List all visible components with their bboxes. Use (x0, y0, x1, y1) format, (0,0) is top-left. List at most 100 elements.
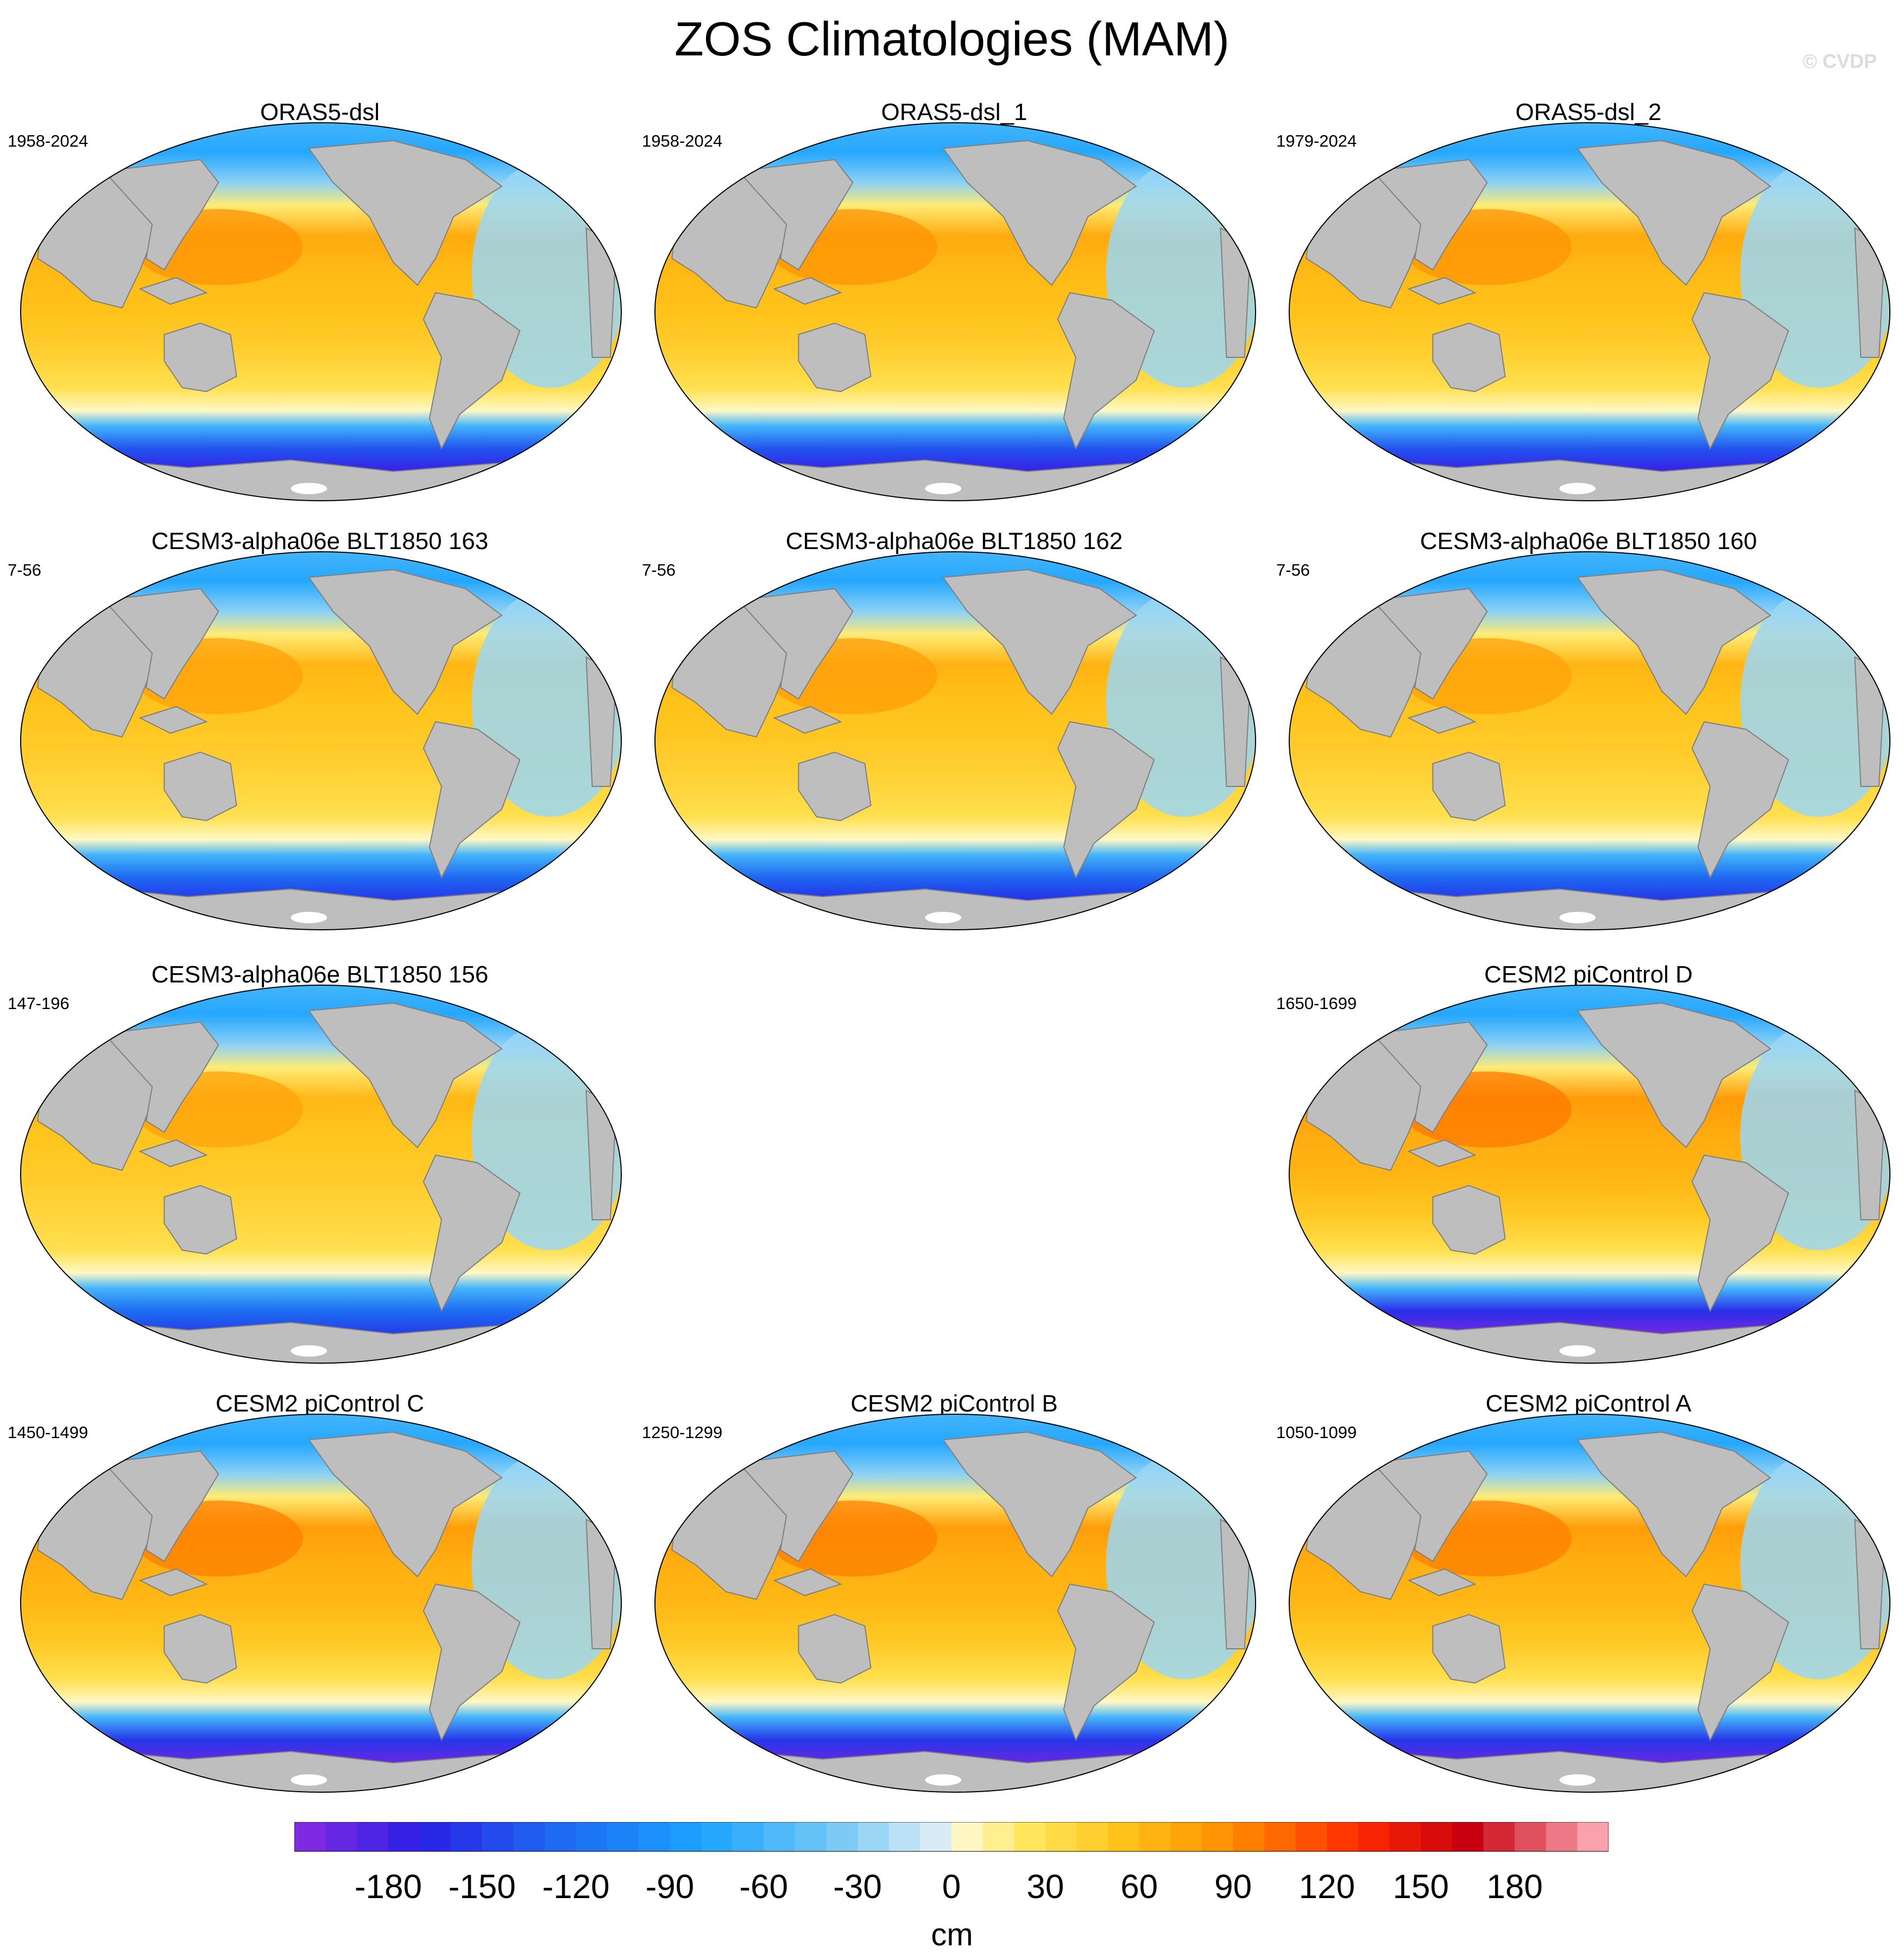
land-mass (103, 1450, 219, 1562)
ice-shelf (1559, 1774, 1596, 1786)
colorbar-cell (1327, 1822, 1359, 1851)
robinson-map (20, 551, 622, 930)
land-mass (138, 705, 208, 734)
ice-shelf (291, 1345, 327, 1357)
land-mass (307, 1002, 503, 1149)
land-mass (163, 751, 237, 822)
land-mass (773, 705, 842, 734)
colorbar-frame (294, 1822, 1609, 1852)
land-mass (1407, 705, 1477, 734)
panel-years-label: 1958-2024 (8, 131, 89, 150)
ice-shelf (925, 912, 962, 923)
figure-title: ZOS Climatologies (MAM) (674, 12, 1230, 66)
colorbar-cell (982, 1822, 1014, 1851)
colorbar-tick-label: -60 (739, 1868, 788, 1906)
map-border (20, 985, 622, 1364)
robinson-map (20, 985, 622, 1364)
panel-title: CESM2 piControl D (1484, 961, 1693, 988)
map-border (1289, 985, 1890, 1364)
map-border (654, 551, 1256, 930)
colorbar-cell (294, 1822, 326, 1851)
colorbar-cell (1577, 1822, 1609, 1851)
panel-years-label: 1050-1099 (1276, 1423, 1357, 1442)
panel-title: CESM2 piControl A (1485, 1390, 1692, 1417)
land-mass (1371, 588, 1488, 700)
panel-years-label: 1979-2024 (1276, 131, 1357, 150)
map-panel: CESM3-alpha06e BLT1850 163 7-56 (8, 528, 632, 951)
ice-shelf (1559, 1345, 1596, 1357)
land-mass (1691, 1154, 1789, 1313)
land-mass (423, 1154, 521, 1313)
land-mass (1432, 1184, 1506, 1255)
map-panel: CESM3-alpha06e BLT1850 156 147-196 (8, 961, 632, 1385)
colorbar-tick-label: -90 (646, 1868, 695, 1906)
land-mass (737, 159, 854, 271)
land-mass (1576, 569, 1771, 715)
land-mass (138, 276, 208, 305)
colorbar-cell (1045, 1822, 1077, 1851)
panel-title: ORAS5-dsl_1 (881, 99, 1027, 125)
land-mass (1691, 292, 1789, 450)
map-border (20, 1414, 622, 1793)
ice-shelf (291, 912, 327, 923)
colorbar-cell (388, 1822, 420, 1851)
colorbar-cell (1483, 1822, 1515, 1851)
map-border (1289, 1414, 1890, 1793)
colorbar-cell (1076, 1822, 1108, 1851)
colorbar-cell (482, 1822, 514, 1851)
map-border (654, 122, 1256, 501)
land-mass (942, 140, 1137, 286)
land-mass (1407, 276, 1477, 305)
panel-title: CESM3-alpha06e BLT1850 160 (1420, 528, 1757, 554)
panel-years-label: 7-56 (8, 560, 42, 579)
land-mass (798, 1614, 872, 1684)
land-mass (307, 1431, 503, 1578)
land-mass (1371, 159, 1488, 271)
map-panel: CESM2 piControl A 1050-1099 (1276, 1390, 1901, 1814)
land-mass (1691, 721, 1789, 879)
map-panel: CESM3-alpha06e BLT1850 160 7-56 (1276, 528, 1901, 951)
colorbar-cell (858, 1822, 890, 1851)
colorbar-cell (764, 1822, 796, 1851)
land-mass (307, 140, 503, 286)
colorbar-cell (513, 1822, 545, 1851)
colorbar-tick-label: -30 (833, 1868, 882, 1906)
ice-shelf (925, 1774, 962, 1786)
robinson-map (1289, 122, 1890, 501)
map-panel: CESM2 piControl B 1250-1299 (642, 1390, 1266, 1814)
colorbar-tick-label: 90 (1214, 1868, 1252, 1906)
land-mass (1576, 1431, 1771, 1578)
colorbar-cell (1170, 1822, 1202, 1851)
map-panel: CESM2 piControl C 1450-1499 (8, 1390, 632, 1814)
colorbar-cell (1295, 1822, 1328, 1851)
land-mass (423, 292, 521, 450)
land-mass (423, 721, 521, 879)
robinson-map (654, 1414, 1256, 1793)
land-mass (1691, 1583, 1789, 1742)
colorbar-cell (1452, 1822, 1484, 1851)
colorbar-cell (1233, 1822, 1265, 1851)
land-mass (138, 1568, 208, 1597)
panel-title: CESM3-alpha06e BLT1850 156 (151, 961, 489, 988)
land-mass (1432, 322, 1506, 393)
land-mass (942, 1431, 1137, 1578)
colorbar-tick-label: 30 (1026, 1868, 1064, 1906)
colorbar-cell (544, 1822, 577, 1851)
land-mass (942, 569, 1137, 715)
colorbar-cell (1139, 1822, 1171, 1851)
colorbar-cell (1421, 1822, 1453, 1851)
land-mass (1057, 292, 1155, 450)
land-mass (103, 588, 219, 700)
colorbar-cell (1014, 1822, 1046, 1851)
robinson-map (654, 122, 1256, 501)
land-mass (737, 588, 854, 700)
colorbar-tick-label: -150 (449, 1868, 516, 1906)
colorbar-cell (732, 1822, 764, 1851)
robinson-map (1289, 551, 1890, 930)
map-panel: ORAS5-dsl 1958-2024 (8, 99, 632, 522)
robinson-map (20, 1414, 622, 1793)
colorbar-tick-label: -180 (355, 1868, 422, 1906)
land-mass (163, 1184, 237, 1255)
colorbar-cell (826, 1822, 858, 1851)
land-mass (1576, 1002, 1771, 1149)
